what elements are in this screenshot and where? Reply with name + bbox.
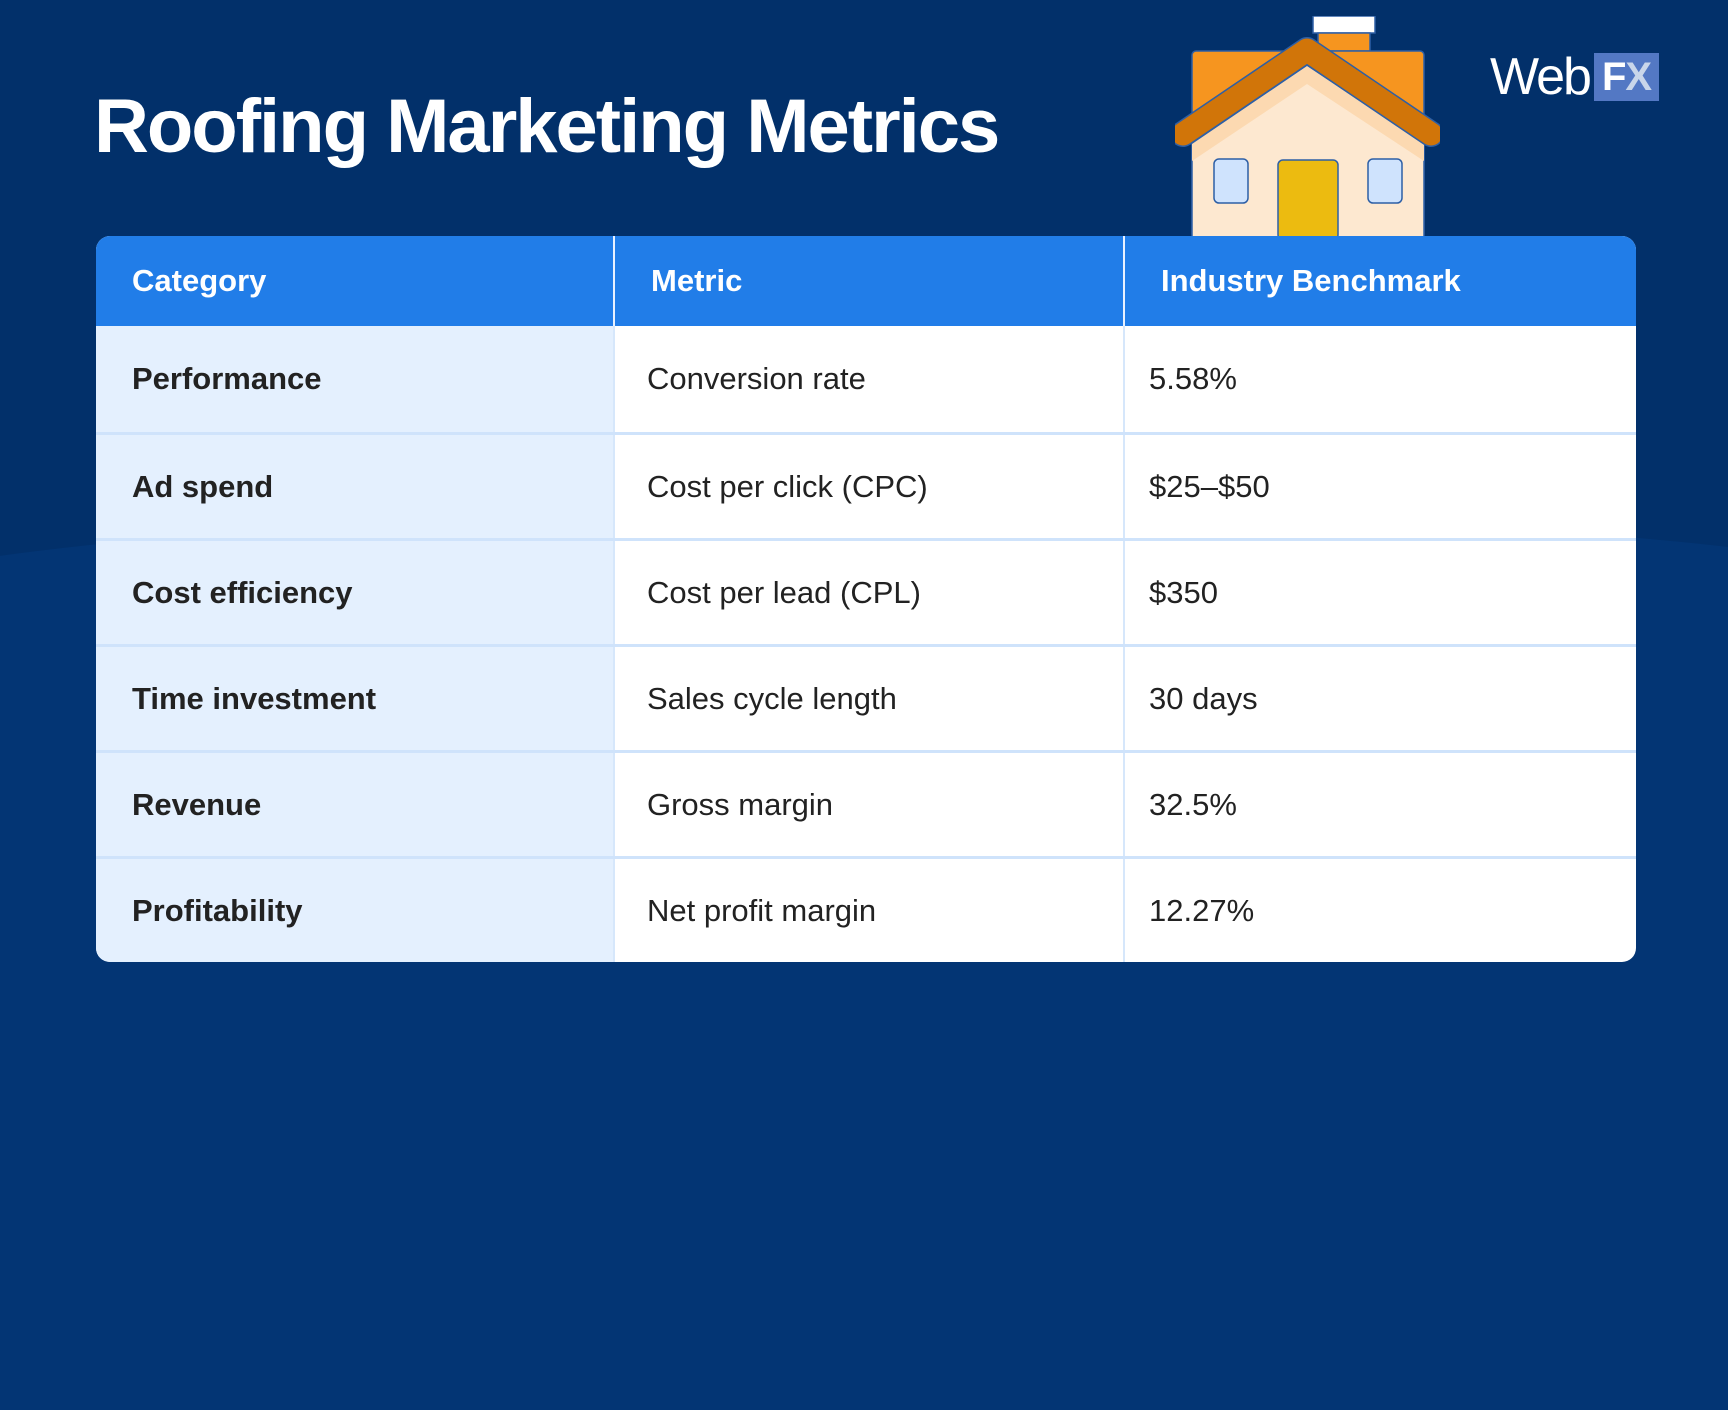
header-benchmark: Industry Benchmark bbox=[1161, 263, 1461, 298]
benchmark-cell: $25–$50 bbox=[1149, 468, 1270, 504]
benchmark-cell: 32.5% bbox=[1149, 786, 1237, 822]
table-row: Ad spend Cost per click (CPC) $25–$50 bbox=[96, 432, 1636, 538]
table-row: Revenue Gross margin 32.5% bbox=[96, 750, 1636, 856]
category-cell: Time investment bbox=[96, 647, 615, 750]
table-body: Performance Conversion rate 5.58% Ad spe… bbox=[96, 326, 1636, 962]
metric-cell: Gross margin bbox=[615, 753, 1125, 856]
benchmark-cell: $350 bbox=[1149, 574, 1218, 610]
logo-web-text: Web bbox=[1490, 48, 1592, 106]
logo-fx-badge: FX bbox=[1593, 53, 1660, 101]
metrics-table: Category Metric Industry Benchmark Perfo… bbox=[96, 236, 1636, 962]
table-row: Performance Conversion rate 5.58% bbox=[96, 326, 1636, 432]
metric-cell: Cost per lead (CPL) bbox=[615, 541, 1125, 644]
category-cell: Ad spend bbox=[96, 435, 615, 538]
category-cell: Profitability bbox=[96, 859, 615, 962]
table-row: Profitability Net profit margin 12.27% bbox=[96, 856, 1636, 962]
table-header: Category Metric Industry Benchmark bbox=[96, 236, 1636, 326]
table-row: Cost efficiency Cost per lead (CPL) $350 bbox=[96, 538, 1636, 644]
category-cell: Cost efficiency bbox=[96, 541, 615, 644]
logo-x: X bbox=[1625, 55, 1652, 99]
benchmark-cell: 5.58% bbox=[1149, 361, 1237, 396]
table-row: Time investment Sales cycle length 30 da… bbox=[96, 644, 1636, 750]
metric-cell: Cost per click (CPC) bbox=[615, 435, 1125, 538]
benchmark-cell: 30 days bbox=[1149, 680, 1258, 716]
metric-cell: Net profit margin bbox=[615, 859, 1125, 962]
metric-cell: Sales cycle length bbox=[615, 647, 1125, 750]
house-icon bbox=[1175, 16, 1440, 238]
page-title: Roofing Marketing Metrics bbox=[94, 84, 1000, 169]
category-cell: Revenue bbox=[96, 753, 615, 856]
webfx-logo: Web FX bbox=[1490, 48, 1660, 106]
benchmark-cell: 12.27% bbox=[1149, 892, 1255, 928]
category-cell: Performance bbox=[96, 326, 615, 432]
logo-f: F bbox=[1601, 55, 1626, 99]
header-metric: Metric bbox=[615, 236, 1125, 326]
header-category: Category bbox=[96, 236, 615, 326]
metric-cell: Conversion rate bbox=[615, 326, 1125, 432]
